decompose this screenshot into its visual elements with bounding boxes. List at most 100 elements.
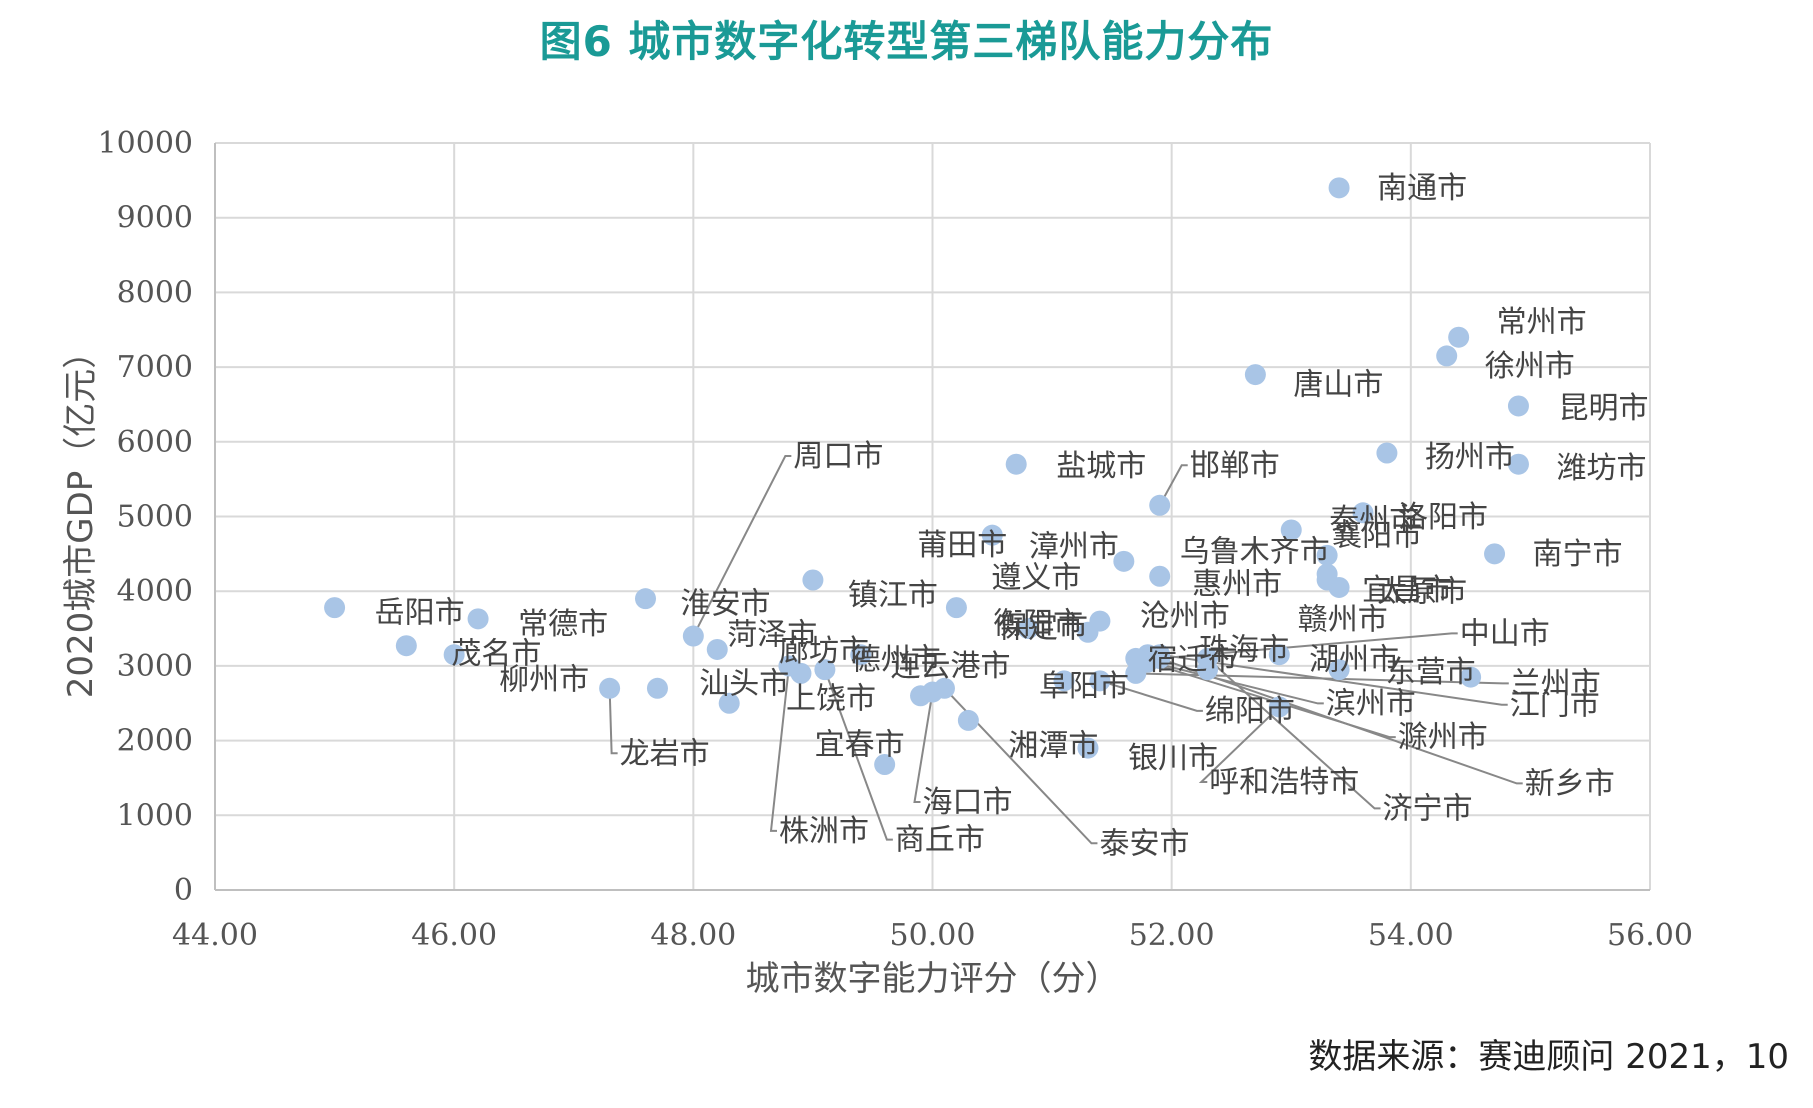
- point-label: 株洲市: [779, 814, 869, 849]
- x-tick-label: 52.00: [1129, 918, 1215, 953]
- x-tick-label: 44.00: [172, 918, 258, 953]
- x-tick-label: 46.00: [411, 918, 497, 953]
- data-point: [957, 709, 979, 731]
- data-point: [1268, 696, 1290, 718]
- data-point: [1005, 453, 1027, 475]
- leader-line: [1159, 653, 1508, 706]
- x-tick-label: 56.00: [1607, 918, 1693, 953]
- point-label: 连云港市: [891, 649, 1011, 684]
- data-point: [1460, 666, 1482, 688]
- data-point: [1436, 345, 1458, 367]
- leader-line: [1159, 632, 1458, 660]
- data-point: [1197, 647, 1219, 669]
- data-point: [467, 608, 489, 630]
- point-label: 湖州市: [1309, 643, 1399, 678]
- point-label: 呼和浩特市: [1209, 765, 1359, 800]
- point-label: 宜昌市: [1362, 573, 1452, 608]
- point-label: 沧州市: [1140, 599, 1230, 634]
- leader-line: [769, 665, 790, 832]
- point-label: 襄阳市: [1332, 518, 1422, 553]
- data-point: [1328, 576, 1350, 598]
- leader-line: [1198, 706, 1280, 783]
- point-label: 南宁市: [1533, 537, 1623, 572]
- point-label: 衡阳市: [993, 607, 1083, 642]
- point-label: 赣州市: [1298, 603, 1388, 638]
- data-point: [599, 677, 621, 699]
- leader-line: [1158, 464, 1188, 506]
- point-label: 银川市: [1128, 741, 1218, 776]
- leader-line: [913, 691, 934, 804]
- data-point: [802, 569, 824, 591]
- point-label: 泰安市: [1099, 826, 1189, 861]
- x-tick-label: 54.00: [1368, 918, 1454, 953]
- point-label: 新乡市: [1525, 766, 1615, 801]
- y-tick-label: 0: [174, 873, 193, 908]
- point-label: 太原市: [1377, 574, 1467, 609]
- point-label: 常德市: [518, 607, 608, 642]
- data-points: [324, 177, 1529, 776]
- point-label: 茂名市: [451, 637, 541, 672]
- data-point: [850, 644, 872, 666]
- data-point: [981, 524, 1003, 546]
- data-point: [682, 625, 704, 647]
- data-point: [646, 677, 668, 699]
- data-point: [1089, 670, 1111, 692]
- leader-line: [1135, 672, 1509, 685]
- data-point: [1149, 647, 1171, 669]
- data-point: [778, 655, 800, 677]
- point-label: 盐城市: [1056, 449, 1146, 484]
- point-label: 中山市: [1460, 616, 1550, 651]
- leader-line: [943, 687, 1098, 845]
- x-tick-label: 50.00: [890, 918, 976, 953]
- point-label: 德州市: [851, 643, 941, 678]
- point-label: 宜春市: [815, 728, 905, 763]
- point-label: 柳州市: [499, 663, 589, 698]
- y-tick-label: 5000: [117, 500, 193, 535]
- point-label: 兰州市: [1511, 666, 1601, 701]
- data-point: [1017, 618, 1039, 640]
- point-label: 莆田市: [917, 528, 1007, 563]
- data-point: [718, 692, 740, 714]
- point-label: 镇江市: [848, 578, 938, 613]
- data-point: [443, 644, 465, 666]
- point-label: 海口市: [923, 785, 1013, 820]
- gridlines: [214, 142, 1651, 891]
- data-point: [945, 597, 967, 619]
- data-point: [1328, 177, 1350, 199]
- point-label: 龙岩市: [620, 736, 710, 771]
- point-label: 上饶市: [786, 681, 876, 716]
- x-tick-label: 48.00: [650, 918, 736, 953]
- leader-line: [1099, 679, 1203, 712]
- point-label: 阜阳市: [1039, 669, 1129, 704]
- point-label: 绵阳市: [1205, 694, 1295, 729]
- data-point: [1244, 364, 1266, 386]
- data-point: [1352, 502, 1374, 524]
- data-point: [1268, 644, 1290, 666]
- data-point: [324, 597, 346, 619]
- data-point: [1149, 565, 1171, 587]
- x-axis-title: 城市数字能力评分（分）: [746, 959, 1120, 999]
- point-label: 商丘市: [895, 823, 985, 858]
- point-label: 南通市: [1377, 171, 1467, 206]
- data-point: [1113, 550, 1135, 572]
- point-label: 滁州市: [1398, 720, 1488, 755]
- leader-line: [1147, 661, 1396, 739]
- point-label: 昆明市: [1558, 391, 1648, 426]
- point-label: 洛阳市: [1398, 500, 1488, 535]
- data-point: [1507, 395, 1529, 417]
- data-point: [1089, 610, 1111, 632]
- point-label: 保定市: [998, 610, 1088, 645]
- data-point: [1507, 453, 1529, 475]
- y-tick-label: 4000: [117, 574, 193, 609]
- data-point: [874, 754, 896, 776]
- point-label: 周口市: [793, 439, 883, 474]
- point-label: 淮安市: [681, 587, 771, 622]
- y-tick-label: 10000: [98, 126, 193, 161]
- data-point: [635, 588, 656, 610]
- data-point: [1376, 442, 1398, 464]
- point-label: 常州市: [1497, 305, 1587, 340]
- y-tick-label: 7000: [117, 350, 193, 385]
- point-label: 岳阳市: [375, 596, 465, 631]
- point-label: 泰州市: [1329, 503, 1419, 538]
